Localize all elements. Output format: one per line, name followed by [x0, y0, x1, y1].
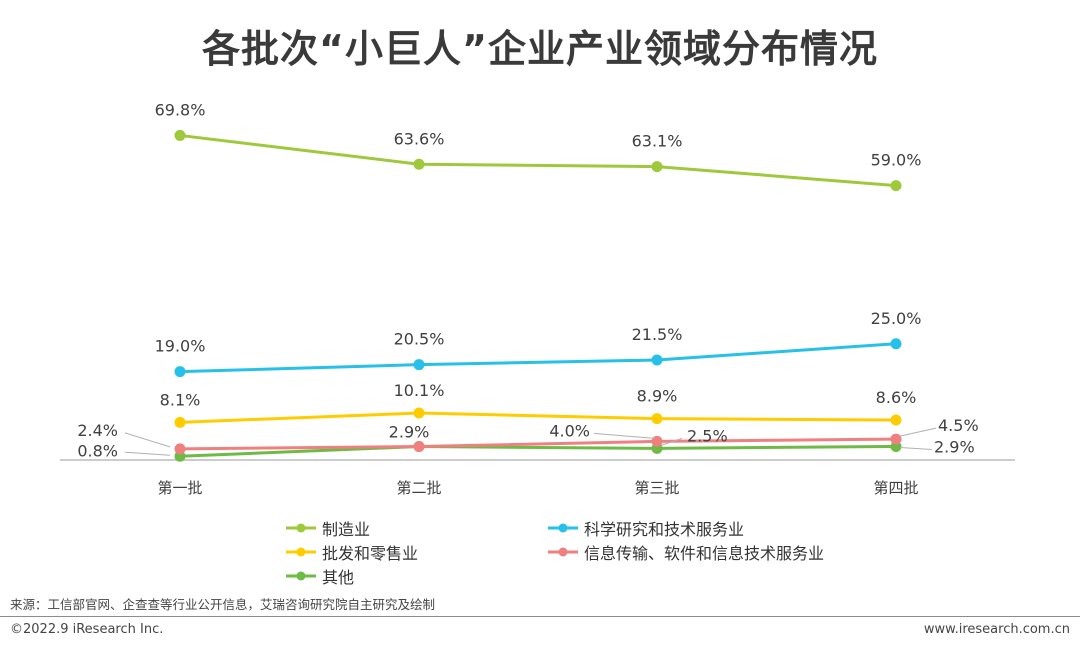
- label-leader-line: [899, 447, 933, 451]
- legend-label: 其他: [322, 568, 355, 587]
- legend-label: 批发和零售业: [322, 544, 419, 563]
- data-label: 8.1%: [160, 390, 201, 409]
- data-label: 4.5%: [938, 416, 979, 435]
- source-note: 来源：工信部官网、企查查等行业公开信息，艾瑞咨询研究院自主研究及绘制: [10, 597, 436, 612]
- data-label: 0.8%: [77, 441, 118, 460]
- legend-label: 科学研究和技术服务业: [584, 520, 745, 539]
- data-label: 63.1%: [632, 132, 683, 151]
- data-label: 20.5%: [394, 330, 445, 349]
- label-leader-line: [899, 427, 937, 437]
- data-point: [413, 407, 425, 419]
- data-label: 10.1%: [394, 381, 445, 400]
- data-point: [174, 366, 186, 378]
- legend-label: 信息传输、软件和信息技术服务业: [584, 544, 825, 563]
- data-point: [413, 441, 425, 453]
- data-label: 8.6%: [876, 388, 917, 407]
- series-line-0: [179, 133, 897, 188]
- label-leader-line: [124, 451, 171, 456]
- data-label: 8.9%: [637, 387, 678, 406]
- data-label: 59.0%: [871, 151, 922, 170]
- label-leader-line: [660, 437, 683, 446]
- data-label: 2.9%: [934, 438, 975, 457]
- data-point: [413, 158, 425, 170]
- label-leader-line: [124, 432, 171, 448]
- legend-item-manufacturing: 制造业: [286, 516, 370, 540]
- x-tick-label: 第一批: [157, 479, 202, 497]
- data-label: 19.0%: [155, 337, 206, 356]
- legend: 制造业 科学研究和技术服务业 批发和零售业 信息传输、软件和信息技术服务业 其他: [286, 516, 906, 588]
- series-line-3: [179, 437, 897, 451]
- legend-marker-it-services: [548, 547, 578, 557]
- x-tick-label: 第三批: [634, 479, 679, 497]
- data-label: 63.6%: [394, 129, 445, 148]
- x-tick-label: 第二批: [396, 479, 441, 497]
- data-label: 25.0%: [871, 309, 922, 328]
- data-label: 2.5%: [687, 426, 728, 445]
- data-point: [890, 414, 902, 426]
- legend-item-science-tech: 科学研究和技术服务业: [548, 516, 744, 540]
- data-label: 21.5%: [632, 325, 683, 344]
- data-point: [651, 413, 663, 425]
- data-point: [174, 443, 186, 455]
- data-label: 69.8%: [155, 100, 206, 119]
- series-line-2: [179, 411, 897, 424]
- chart-title: 各批次“小巨人”企业产业领域分布情况: [202, 27, 878, 71]
- legend-marker-manufacturing: [286, 523, 316, 533]
- legend-marker-wholesale: [286, 547, 316, 557]
- line-chart: 第一批 第二批 第三批 第四批 69.8% 63.6% 63.1% 59.0% 19.0% 20.…: [60, 100, 1015, 497]
- data-point: [651, 354, 663, 366]
- website-link[interactable]: www.iresearch.com.cn: [923, 622, 1070, 637]
- legend-item-wholesale: 批发和零售业: [286, 540, 418, 564]
- legend-marker-science-tech: [548, 523, 578, 533]
- data-point: [890, 338, 902, 350]
- data-point: [174, 416, 186, 428]
- series-line-1: [179, 342, 897, 374]
- legend-marker-other: [286, 571, 316, 581]
- data-point: [651, 161, 663, 173]
- data-point: [651, 435, 663, 447]
- data-point: [890, 433, 902, 445]
- data-point: [890, 180, 902, 192]
- data-label: 2.4%: [77, 421, 118, 440]
- data-label: 4.0%: [549, 421, 590, 440]
- data-point: [413, 359, 425, 371]
- legend-item-it-services: 信息传输、软件和信息技术服务业: [548, 540, 824, 564]
- x-tick-label: 第四批: [873, 479, 918, 497]
- data-point: [174, 129, 186, 141]
- label-leader-line: [593, 432, 656, 439]
- copyright: ©2022.9 iResearch Inc.: [10, 622, 164, 637]
- legend-label: 制造业: [322, 520, 371, 539]
- series-line-4: [179, 445, 897, 458]
- data-label: 2.9%: [389, 423, 430, 442]
- footer-divider: [0, 616, 1080, 617]
- legend-item-other: 其他: [286, 564, 354, 588]
